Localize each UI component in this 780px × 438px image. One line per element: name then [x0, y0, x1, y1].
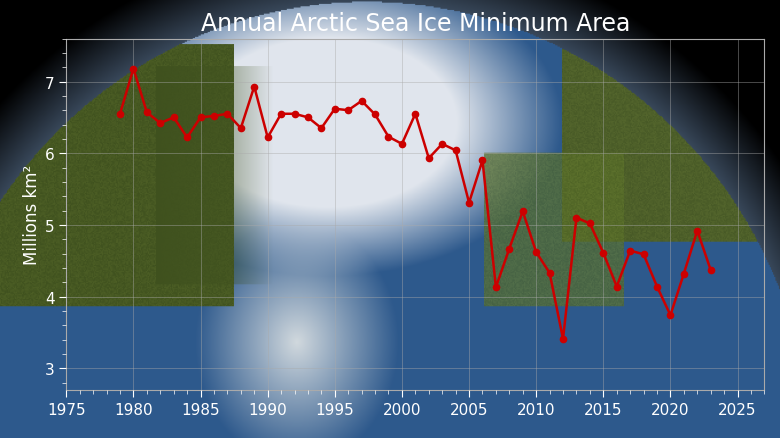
Title: Annual Arctic Sea Ice Minimum Area: Annual Arctic Sea Ice Minimum Area	[200, 12, 630, 36]
Y-axis label: Millions km²: Millions km²	[23, 165, 41, 265]
